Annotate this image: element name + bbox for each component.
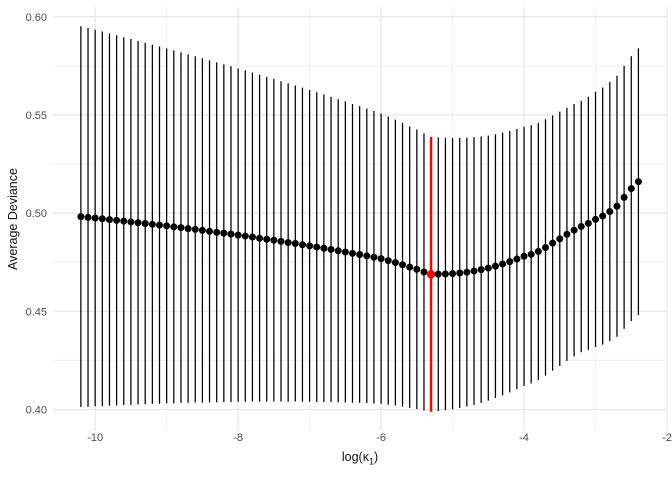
mean-point <box>420 268 428 276</box>
x-tick-label: -10 <box>87 432 103 444</box>
mean-point <box>541 243 549 251</box>
mean-point <box>256 234 264 242</box>
mean-point <box>227 230 235 238</box>
y-tick-label: 0.50 <box>26 208 47 220</box>
mean-point <box>449 270 457 278</box>
mean-point <box>470 267 478 275</box>
mean-point <box>534 247 542 255</box>
mean-point <box>334 247 342 255</box>
mean-point <box>134 219 142 227</box>
mean-point <box>491 262 499 270</box>
mean-point <box>513 255 521 263</box>
mean-point <box>105 216 113 224</box>
x-tick-label: -2 <box>662 432 672 444</box>
mean-point <box>298 241 306 249</box>
mean-point <box>84 213 92 221</box>
mean-point <box>141 220 149 228</box>
mean-point <box>241 232 249 240</box>
mean-point <box>248 233 256 241</box>
mean-point <box>606 208 614 216</box>
mean-point <box>620 193 628 201</box>
mean-point <box>327 245 335 253</box>
mean-point <box>434 270 442 278</box>
mean-point <box>320 244 328 252</box>
mean-point <box>198 226 206 234</box>
mean-point <box>484 264 492 272</box>
mean-point <box>399 261 407 269</box>
mean-point <box>634 178 642 186</box>
mean-point <box>177 224 185 232</box>
mean-point <box>363 252 371 260</box>
x-axis-title-pre: log(κ <box>341 450 369 464</box>
mean-point <box>220 229 228 237</box>
mean-point <box>520 252 528 260</box>
mean-point <box>556 235 564 243</box>
mean-point <box>341 248 349 256</box>
mean-point <box>527 250 535 258</box>
mean-point <box>120 217 128 225</box>
mean-point <box>77 213 85 221</box>
mean-point <box>91 214 99 222</box>
y-tick-label: 0.55 <box>26 110 47 122</box>
mean-point <box>499 260 507 268</box>
mean-point <box>313 243 321 251</box>
y-axis-title: Average Deviance <box>6 168 20 270</box>
mean-point <box>270 236 278 244</box>
mean-point <box>163 222 171 230</box>
mean-point <box>263 235 271 243</box>
x-axis-title-sub: 1 <box>368 456 374 467</box>
mean-point <box>563 230 571 238</box>
x-axis-title-post: ) <box>373 450 379 464</box>
mean-point <box>377 255 385 263</box>
highlight-mean-point <box>426 270 436 279</box>
mean-point <box>549 239 557 247</box>
mean-point <box>584 219 592 227</box>
mean-point <box>441 270 449 278</box>
mean-point <box>170 223 178 231</box>
mean-point <box>156 221 164 229</box>
y-tick-label: 0.40 <box>26 404 47 416</box>
mean-point <box>370 253 378 261</box>
mean-point <box>184 225 192 233</box>
mean-point <box>277 237 285 245</box>
mean-point <box>234 231 242 239</box>
mean-point <box>98 215 106 223</box>
mean-point <box>477 266 485 274</box>
mean-point <box>127 218 135 226</box>
mean-point <box>599 212 607 220</box>
mean-point <box>356 251 364 259</box>
mean-point <box>191 225 199 233</box>
mean-point <box>284 239 292 247</box>
mean-point <box>413 265 421 273</box>
mean-point <box>570 226 578 234</box>
mean-point <box>348 249 356 257</box>
mean-point <box>456 269 464 277</box>
x-tick-label: -4 <box>519 432 529 444</box>
mean-point <box>627 185 635 193</box>
mean-point <box>148 220 156 228</box>
mean-point <box>463 268 471 276</box>
mean-point <box>577 222 585 230</box>
mean-point <box>506 258 514 266</box>
y-tick-label: 0.60 <box>26 12 47 24</box>
mean-point <box>206 227 214 235</box>
mean-point <box>291 240 299 248</box>
mean-point <box>406 263 414 271</box>
mean-point <box>592 215 600 223</box>
mean-point <box>113 216 121 224</box>
mean-point <box>384 257 392 265</box>
mean-point <box>613 202 621 210</box>
mean-point <box>306 242 314 250</box>
x-tick-label: -6 <box>376 432 386 444</box>
x-axis-title: log(κ1) <box>53 450 667 467</box>
y-tick-label: 0.45 <box>26 306 47 318</box>
mean-point <box>391 259 399 267</box>
mean-point <box>213 228 221 236</box>
x-tick-label: -8 <box>233 432 243 444</box>
